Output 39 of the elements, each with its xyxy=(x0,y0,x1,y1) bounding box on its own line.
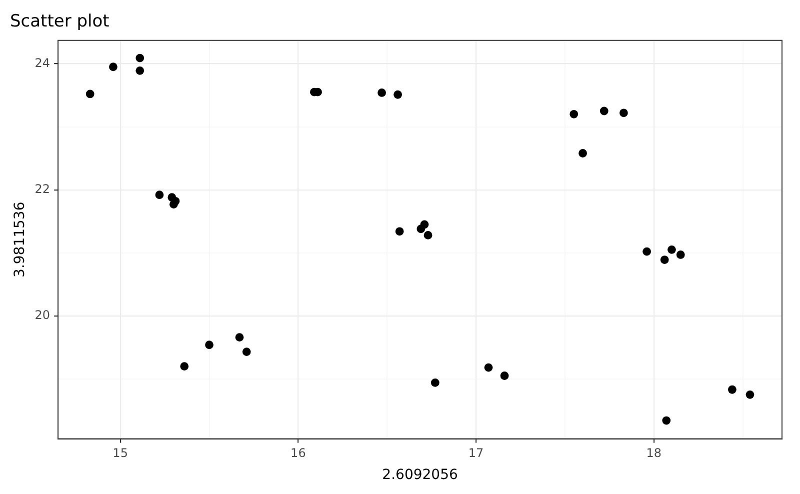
point xyxy=(619,108,628,118)
point xyxy=(169,200,178,208)
chart-title: Scatter plot xyxy=(10,12,110,32)
point xyxy=(570,110,578,118)
y-tick-label: 24 xyxy=(34,56,50,70)
y-axis-title: 3.9811536 xyxy=(12,202,28,278)
point xyxy=(420,220,429,229)
point xyxy=(728,385,736,394)
point xyxy=(235,333,244,342)
point xyxy=(578,149,587,158)
x-axis-title: 2.6092056 xyxy=(382,467,458,484)
point xyxy=(500,372,509,380)
point xyxy=(136,66,144,75)
point xyxy=(746,390,754,399)
x-tick-label: 16 xyxy=(290,446,306,460)
point xyxy=(484,363,493,372)
x-tick-label: 17 xyxy=(468,446,484,460)
point xyxy=(642,247,652,256)
point xyxy=(86,90,94,98)
point xyxy=(205,340,214,350)
point xyxy=(180,362,189,371)
point xyxy=(662,416,671,425)
y-tick-label: 20 xyxy=(34,308,50,322)
point xyxy=(155,190,164,200)
point xyxy=(378,88,386,97)
y-tick-label: 22 xyxy=(34,182,50,196)
point xyxy=(676,250,685,259)
point xyxy=(109,62,118,72)
point xyxy=(600,106,608,116)
x-tick-label: 18 xyxy=(646,446,662,460)
x-tick-label: 15 xyxy=(112,446,128,460)
point xyxy=(136,54,144,62)
point xyxy=(668,245,676,254)
point xyxy=(660,256,669,264)
point xyxy=(430,378,440,387)
point xyxy=(394,90,402,99)
point xyxy=(424,230,432,240)
point xyxy=(395,227,404,236)
point xyxy=(242,348,251,356)
